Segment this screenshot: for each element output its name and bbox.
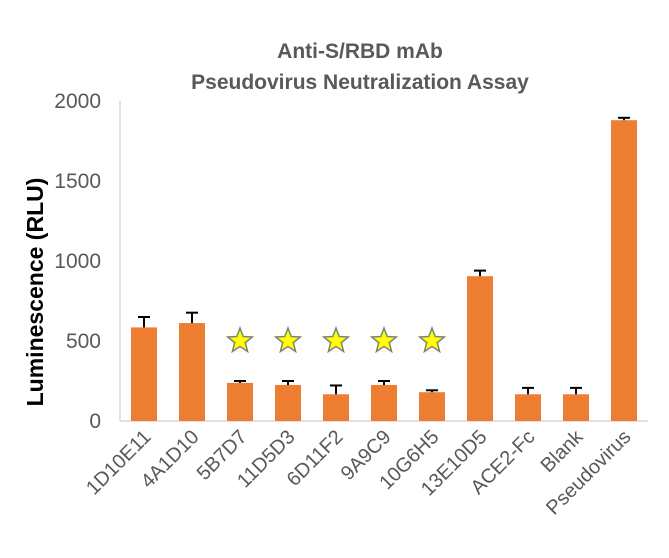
- error-bar: [570, 386, 582, 395]
- y-tick-label: 2000: [54, 90, 101, 113]
- bar-9a9c9: [371, 385, 397, 421]
- error-bar: [186, 311, 198, 324]
- significance-stars-group: [225, 325, 447, 354]
- error-bar: [378, 380, 390, 385]
- error-bar: [138, 316, 150, 328]
- significance-star: [273, 325, 303, 354]
- bar-10g6h5: [419, 392, 445, 421]
- y-axis-label: Luminescence (RLU): [22, 178, 48, 407]
- bar-6d11f2: [323, 394, 349, 421]
- error-bar: [474, 269, 486, 277]
- error-bar: [426, 389, 438, 393]
- error-bar: [330, 384, 342, 395]
- significance-star: [369, 325, 399, 354]
- bar-ace2-fc: [515, 394, 541, 421]
- bar-13e10d5: [467, 276, 493, 421]
- bar-5b7d7: [227, 382, 253, 421]
- y-tick-labels: 0 500 1000 1500 2000: [54, 90, 101, 433]
- bar-11d5d3: [275, 385, 301, 421]
- category-label: 1D10E11: [82, 426, 155, 499]
- bar-1d10e11: [131, 327, 157, 421]
- bar-blank: [563, 394, 589, 421]
- y-tick-label: 0: [89, 410, 101, 433]
- chart-title-line-1: Anti-S/RBD mAb: [277, 40, 443, 63]
- y-tick-label: 500: [66, 330, 101, 353]
- error-bars-group: [138, 116, 630, 395]
- error-bar: [234, 380, 246, 383]
- y-tick-label: 1500: [54, 170, 101, 193]
- significance-star: [321, 325, 351, 354]
- y-tick-label: 1000: [54, 250, 101, 273]
- bar-pseudovirus: [611, 120, 637, 421]
- error-bar: [522, 386, 534, 395]
- significance-star: [225, 325, 255, 354]
- bar-4a1d10: [179, 323, 205, 421]
- chart-title-line-2: Pseudovirus Neutralization Assay: [191, 71, 529, 94]
- category-labels: 1D10E114A1D105B7D711D5D36D11F29A9C910G6H…: [82, 425, 635, 519]
- bars-group: [131, 120, 637, 421]
- error-bar: [618, 116, 630, 121]
- significance-star: [417, 325, 447, 354]
- error-bar: [282, 380, 294, 385]
